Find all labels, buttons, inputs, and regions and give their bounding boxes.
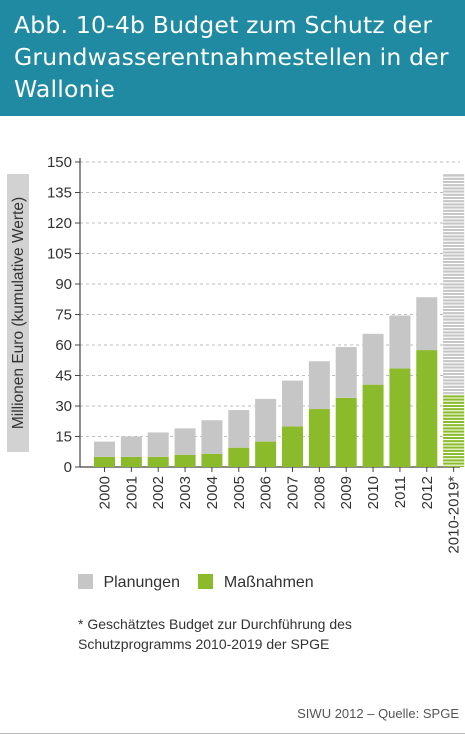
x-tick-label: 2007 [285, 476, 302, 509]
bar-planungen [282, 380, 303, 427]
bar-planungen [201, 420, 223, 454]
y-tick-label: 150 [47, 154, 72, 171]
y-axis-label-background [7, 174, 29, 452]
legend: Planungen Maßnahmen [78, 574, 328, 592]
legend-item-massnahmen: Maßnahmen [198, 574, 314, 592]
x-tick-label: 2008 [311, 476, 328, 509]
y-axis-label: Millionen Euro (kumulative Werte) [10, 197, 27, 429]
bar-massnahmen [282, 426, 303, 467]
chart-title: Abb. 10-4b Budget zum Schutz der Grundwa… [14, 11, 449, 103]
x-tick-label: 2004 [204, 476, 221, 509]
legend-label-massnahmen: Maßnahmen [223, 574, 314, 591]
bar-massnahmen [335, 397, 357, 467]
bar-massnahmen [362, 384, 384, 467]
x-tick-label: 2010 [365, 476, 382, 509]
bar-massnahmen [228, 447, 250, 467]
bar-chart: 0 15 30 45 60 75 90 105 120 135 150 Millionen Euro … [7, 154, 465, 554]
title-banner: Abb. 10-4b Budget zum Schutz der Grundwa… [0, 0, 465, 116]
y-tick-label: 75 [55, 307, 72, 324]
x-tick-label: 2009 [338, 476, 355, 509]
y-tick-label: 0 [64, 459, 72, 476]
bar-planungen [335, 347, 357, 398]
bar-massnahmen [389, 368, 411, 467]
bar-massnahmen [308, 409, 330, 467]
bar-planungen [94, 441, 115, 457]
x-tick-label: 2002 [150, 476, 167, 509]
x-tick-label: 2005 [231, 476, 248, 509]
bar-planungen [174, 428, 196, 455]
y-tick-label: 15 [55, 429, 72, 446]
y-tick-label: 60 [55, 337, 72, 354]
x-tick-label: 2006 [258, 476, 275, 509]
bar-massnahmen [443, 394, 465, 467]
source-credit: SIWU 2012 – Quelle: SPGE [297, 706, 459, 721]
bar-planungen [416, 297, 438, 351]
y-tick-label: 45 [55, 368, 72, 385]
bar-planungen [308, 361, 330, 410]
y-tick-label: 105 [47, 246, 72, 263]
x-tick-label: 2003 [177, 476, 194, 509]
x-tick-label: 2011 [392, 476, 409, 508]
x-tick-label: 2010-2019* [446, 476, 463, 554]
bar-massnahmen [94, 456, 115, 467]
legend-swatch-massnahmen [198, 574, 214, 589]
bar-planungen [255, 398, 277, 442]
x-tick-label: 2012 [419, 476, 436, 509]
bar-planungen [120, 436, 142, 457]
legend-item-planungen: Planungen [78, 574, 180, 592]
footnote: * Geschätztes Budget zur Durchführung de… [78, 616, 352, 652]
x-tick-label: 2000 [97, 476, 114, 509]
bar-planungen [443, 174, 465, 395]
y-tick-label: 90 [55, 276, 72, 293]
y-tick-label: 30 [55, 398, 72, 415]
bar-massnahmen [147, 456, 169, 467]
bar-massnahmen [120, 456, 142, 467]
bar-massnahmen [174, 454, 196, 467]
bar-massnahmen [255, 441, 277, 467]
legend-label-planungen: Planungen [103, 574, 180, 591]
y-tick-label: 135 [47, 185, 72, 202]
bar-planungen [389, 315, 411, 369]
bar-planungen [362, 333, 384, 385]
chart-area: 0 15 30 45 60 75 90 105 120 135 150 Millionen Euro … [0, 140, 465, 560]
y-tick-label: 120 [47, 215, 72, 232]
bar-planungen [228, 410, 250, 448]
bar-massnahmen [201, 453, 223, 467]
bar-planungen [147, 432, 169, 457]
bar-massnahmen [416, 350, 438, 467]
legend-swatch-planungen [78, 574, 93, 589]
bottom-rule [0, 733, 465, 734]
x-tick-label: 2001 [123, 476, 140, 509]
